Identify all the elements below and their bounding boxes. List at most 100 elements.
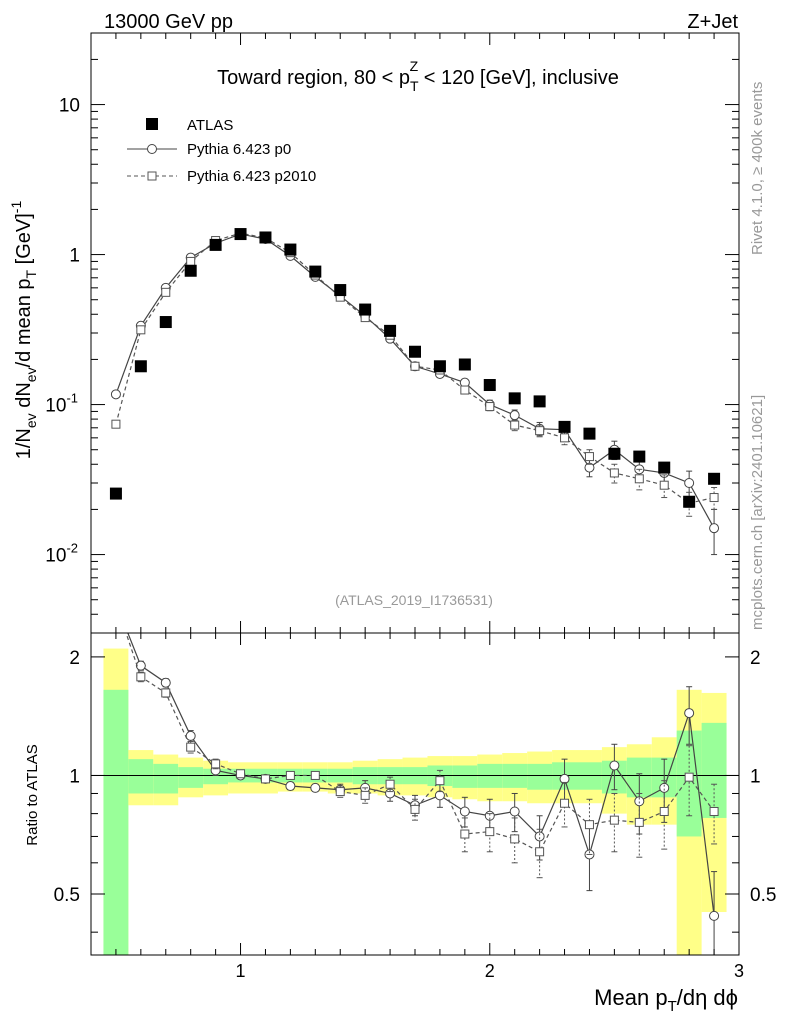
ratio-point-p2010: [236, 769, 246, 779]
data-point-atlas: [259, 231, 272, 244]
ratio-point-p0: [111, 510, 120, 519]
header-left: 13000 GeV pp: [104, 11, 233, 33]
ratio-point-p2010: [211, 759, 221, 769]
ratio-y-tick-label-right: 1: [750, 766, 761, 787]
ratio-point-p2010: [360, 790, 370, 800]
y-axis-label-c: /d mean p: [13, 278, 35, 367]
ratio-point-p2010: [285, 770, 295, 780]
data-point-p2010: [510, 420, 520, 430]
ratio-point-p2010: [385, 779, 395, 789]
y-tick-label: 1: [69, 246, 80, 267]
ratio-point-p2010: [609, 815, 619, 825]
data-point-atlas: [683, 495, 696, 508]
y-tick-label-base: 10: [59, 96, 80, 117]
ratio-point-p0: [185, 730, 196, 741]
x-tick-label: 2: [485, 961, 495, 981]
chart-title-sup: Z: [410, 58, 419, 74]
y-tick-label-exp: -1: [66, 391, 78, 406]
ratio-point-p2010: [659, 806, 669, 816]
data-point-atlas: [533, 395, 546, 408]
ratio-band-inner: [452, 765, 478, 788]
ratio-band-inner: [128, 759, 154, 794]
data-point-p2010: [584, 452, 594, 462]
data-point-atlas: [134, 360, 147, 373]
data-point-atlas: [658, 461, 671, 474]
data-point-atlas: [184, 264, 197, 277]
ratio-point-p0: [459, 806, 470, 817]
ratio-point-p2010: [186, 742, 196, 752]
data-point-atlas: [409, 345, 421, 358]
legend-p2010-marker: [147, 171, 157, 181]
data-point-atlas: [359, 303, 372, 316]
ratio-point-p2010: [310, 770, 320, 780]
data-point-atlas: [334, 284, 347, 297]
y-axis-label-b-sub: ev: [23, 367, 39, 382]
y-axis-label-b: dN: [13, 382, 35, 413]
ratio-y-tick-label: 0.5: [54, 885, 80, 906]
x-axis-label: Mean pT/dη dϕ: [594, 985, 738, 1015]
y-tick-label-base: 10: [45, 546, 66, 567]
ratio-point-p0: [684, 708, 695, 719]
ratio-y-tick-label-right: 0.5: [750, 885, 776, 906]
ratio-band-inner: [701, 722, 727, 818]
ratio-point-p0: [434, 790, 445, 801]
rivet-label: Rivet 4.1.0, ≥ 400k events: [749, 82, 766, 255]
ratio-point-p0: [659, 782, 670, 793]
ratio-band-inner: [203, 768, 229, 785]
header-right: Z+Jet: [687, 11, 738, 33]
data-point-p0: [110, 389, 121, 400]
watermark: (ATLAS_2019_I1736531): [335, 592, 493, 608]
x-axis-label-a-sub: T: [668, 998, 677, 1015]
ratio-plot-area: [91, 510, 739, 955]
data-point-atlas: [209, 238, 222, 251]
data-point-p2010: [560, 433, 570, 443]
data-point-p0: [684, 478, 695, 488]
ratio-y-tick-label-right: 2: [750, 648, 761, 669]
ratio-point-p0: [160, 677, 171, 688]
legend-p0-label: Pythia 6.423 p0: [187, 141, 291, 158]
ratio-point-p2010: [460, 829, 470, 839]
data-point-atlas: [558, 420, 571, 433]
ratio-point-p0: [509, 806, 520, 817]
ratio-y-tick-label: 2: [69, 648, 80, 669]
chart-title-sub: T: [410, 78, 419, 94]
y-tick-label-base: 10: [45, 396, 66, 417]
y-axis-label-d: [GeV]: [13, 213, 35, 270]
chart-title: Toward region, 80 < pTZ < 120 [GeV], inc…: [217, 58, 619, 94]
data-point-atlas: [708, 472, 721, 485]
ratio-band-inner: [178, 767, 204, 788]
ratio-point-p2010: [485, 827, 495, 837]
mcplots-label: mcplots.cern.ch [arXiv:2401.10621]: [749, 395, 766, 630]
data-point-p2010: [161, 287, 171, 297]
x-tick-label: 1: [236, 961, 246, 981]
data-point-p0: [709, 523, 720, 534]
legend-p2010-label: Pythia 6.423 p2010: [187, 168, 316, 185]
ratio-y-axis-label: Ratio to ATLAS: [24, 744, 41, 845]
x-axis-label-b: /dη dϕ: [677, 985, 738, 1010]
data-point-p2010: [535, 426, 545, 436]
data-point-atlas: [109, 487, 122, 500]
data-point-p0: [509, 410, 520, 421]
data-point-p2010: [136, 325, 146, 335]
legend: ATLAS Pythia 6.423 p0 Pythia 6.423 p2010: [127, 117, 316, 185]
data-point-p2010: [485, 402, 495, 412]
data-point-p2010: [460, 385, 470, 395]
ratio-point-p2010: [136, 672, 146, 682]
data-point-atlas: [633, 450, 646, 463]
chart-title-pre: Toward region, 80 < p: [217, 67, 410, 89]
legend-atlas-label: ATLAS: [187, 117, 233, 134]
ratio-point-p0: [609, 760, 620, 771]
legend-atlas-marker: [146, 118, 158, 130]
data-point-p2010: [186, 256, 196, 266]
ratio-point-p2010: [535, 847, 545, 857]
ratio-y-tick-label: 1: [69, 766, 80, 787]
ratio-band-inner: [153, 763, 179, 794]
ratio-band-inner: [103, 689, 129, 955]
ratio-point-p0: [285, 781, 296, 792]
ratio-band-inner: [577, 762, 602, 790]
ratio-point-p2010: [410, 804, 420, 814]
y-axis-label-a: 1/N: [13, 428, 35, 459]
y-tick-label: 10-1: [45, 391, 78, 417]
data-point-atlas: [583, 427, 596, 440]
